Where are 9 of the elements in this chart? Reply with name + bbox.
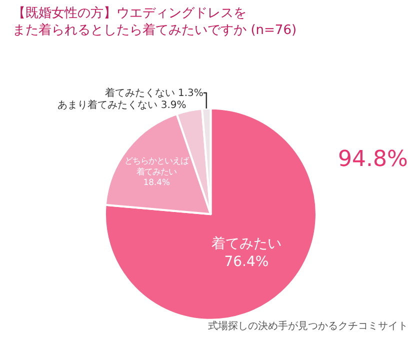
data-label: 76.4% [224, 254, 269, 270]
slice-label: あまり着てみたくない 3.9% [58, 98, 186, 111]
slice-label: どちらかといえば着てみたい [124, 155, 190, 176]
slice-label: 着てみたい [211, 236, 282, 252]
text: 式場探しの決め手が見つかるクチコミサイト [208, 320, 408, 332]
chart-title: 【既婚女性の方】ウエディングドレスをまた着られるとしたら着てみたいですか (n=76) [12, 5, 297, 38]
data-label: 18.4% [143, 177, 170, 188]
text: 94.8% [338, 147, 408, 172]
slice-label: 着てみたくない 1.3% [104, 86, 204, 99]
